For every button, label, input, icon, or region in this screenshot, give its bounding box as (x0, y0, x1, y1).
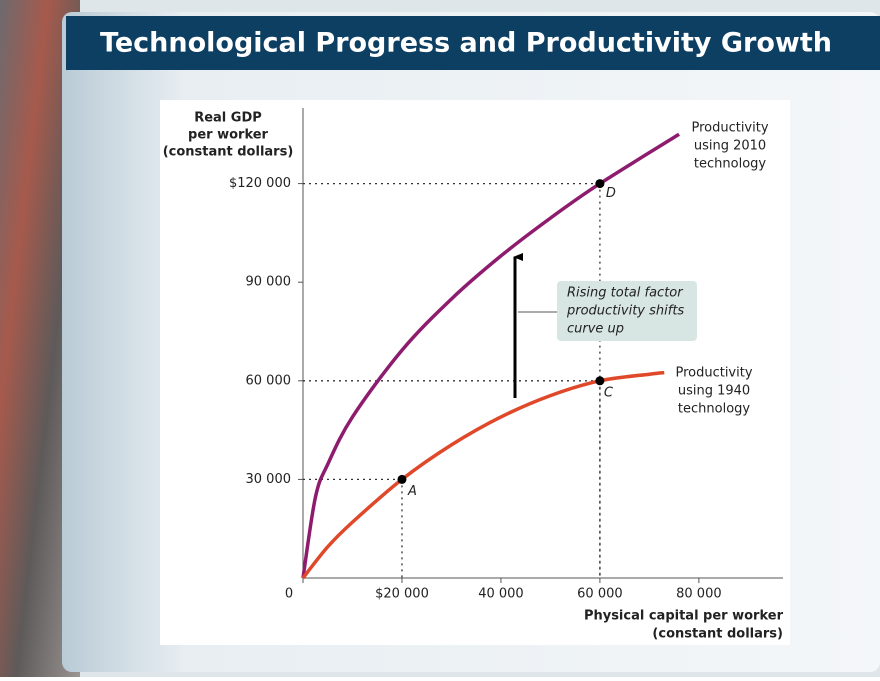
series-label: using 2010 (694, 139, 766, 154)
point-label: A (407, 484, 417, 499)
page: {"chart_data": { "type": "line", "title"… (0, 0, 880, 677)
point (397, 475, 406, 484)
series-label: Productivity (675, 366, 752, 381)
slide: Technological Progress and Productivity … (0, 0, 880, 677)
y-tick-label: 90 000 (246, 275, 292, 290)
point (595, 376, 604, 385)
x-tick-label: 80 000 (676, 587, 722, 602)
annotation: curve up (567, 322, 624, 337)
series-label: using 1940 (678, 384, 750, 399)
x-axis-label: Physical capital per worker (584, 609, 784, 624)
series-label: technology (694, 157, 766, 172)
annotation: Rising total factor (567, 286, 684, 301)
y-tick-label: $120 000 (229, 176, 291, 191)
point-label: C (604, 385, 614, 400)
point (595, 179, 604, 188)
y-tick-label: 60 000 (246, 373, 292, 388)
x-axis-label: (constant dollars) (652, 627, 783, 642)
x-tick-label: 40 000 (478, 587, 524, 602)
y-axis-label: (constant dollars) (163, 145, 294, 160)
series-label: Productivity (691, 121, 768, 136)
point-label: D (606, 186, 616, 201)
y-axis-label: per worker (188, 128, 269, 143)
slide-title: Technological Progress and Productivity … (100, 28, 832, 59)
x-tick-label: 0 (285, 587, 293, 602)
annotation: productivity shifts (566, 304, 684, 319)
x-tick-label: $20 000 (375, 587, 429, 602)
x-tick-label: 60 000 (577, 587, 623, 602)
series-label: technology (678, 402, 750, 417)
y-tick-label: 30 000 (246, 472, 292, 487)
y-axis-label: Real GDP (194, 111, 262, 126)
